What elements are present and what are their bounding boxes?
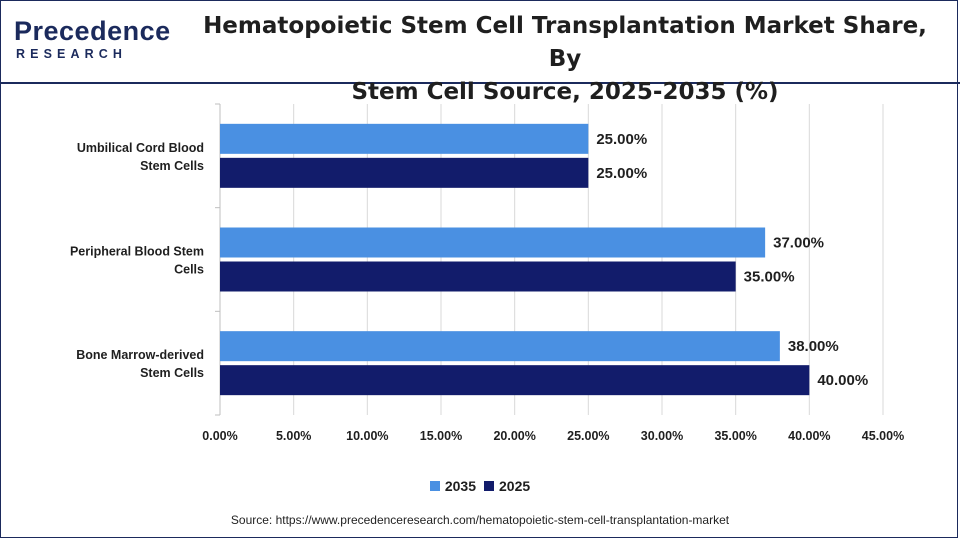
legend-swatch bbox=[484, 481, 494, 491]
legend-item-2035: 2035 bbox=[429, 478, 476, 494]
data-label: 37.00% bbox=[773, 235, 824, 252]
y-category-label-line: Peripheral Blood Stem bbox=[70, 245, 204, 259]
bar-2025 bbox=[220, 261, 736, 292]
brand-sub: RESEARCH bbox=[16, 47, 127, 61]
y-category-label: Umbilical Cord Blood Stem Cells bbox=[77, 141, 204, 173]
x-tick-label: 40.00% bbox=[788, 429, 830, 443]
x-tick-label: 10.00% bbox=[346, 429, 388, 443]
y-category-label-line: Stem Cells bbox=[140, 366, 204, 380]
chart-title-line-2: Stem Cell Source, 2025-2035 (%) bbox=[351, 79, 779, 105]
y-category-label-line: Umbilical Cord Blood bbox=[77, 141, 204, 155]
source-note: Source: https://www.precedenceresearch.c… bbox=[230, 513, 730, 527]
legend-item-2025: 2025 bbox=[484, 478, 530, 494]
bar-2025 bbox=[220, 365, 810, 396]
y-category-label-line: Cells bbox=[174, 263, 204, 277]
legend: 2035 2025 bbox=[0, 478, 960, 494]
data-label: 35.00% bbox=[744, 269, 795, 286]
brand-name-rest: recedence bbox=[32, 16, 171, 46]
x-tick-label: 5.00% bbox=[276, 429, 311, 443]
x-tick-label: 35.00% bbox=[714, 429, 756, 443]
bar-2035 bbox=[220, 123, 589, 154]
data-label: 38.00% bbox=[788, 338, 839, 355]
bar-2035 bbox=[220, 331, 780, 362]
legend-swatch bbox=[429, 481, 440, 491]
y-category-label: Bone Marrow-derived Stem Cells bbox=[76, 348, 204, 380]
chart-title-line-1: Hematopoietic Stem Cell Transplantation … bbox=[203, 13, 927, 72]
y-category-label-line: Stem Cells bbox=[140, 159, 204, 173]
x-tick-label: 45.00% bbox=[862, 429, 904, 443]
brand-name: Precedence bbox=[14, 16, 171, 47]
x-tick-label: 15.00% bbox=[420, 429, 462, 443]
brand-name-lead: P bbox=[14, 16, 33, 46]
x-tick-label: 0.00% bbox=[202, 429, 237, 443]
bar-2025 bbox=[220, 157, 589, 188]
brand-logo: Precedence RESEARCH bbox=[14, 16, 170, 66]
data-label: 25.00% bbox=[596, 165, 647, 182]
legend-label: 2035 bbox=[444, 478, 476, 494]
y-category-label: Peripheral Blood Stem Cells bbox=[70, 245, 204, 277]
bar-chart: 0.00% 5.00% 10.00% 15.00% 20.00% 25.00% 30.00%… bbox=[70, 103, 904, 443]
y-category-label-line: Bone Marrow-derived bbox=[76, 348, 204, 362]
data-label: 25.00% bbox=[596, 131, 647, 148]
bar-2035 bbox=[220, 227, 766, 258]
legend-label: 2025 bbox=[499, 478, 531, 494]
header: Precedence RESEARCH Hematopoietic Stem C… bbox=[0, 0, 960, 105]
chart-title: Hematopoietic Stem Cell Transplantation … bbox=[190, 10, 940, 109]
data-label: 40.00% bbox=[817, 372, 868, 389]
x-tick-label: 20.00% bbox=[493, 429, 535, 443]
x-tick-label: 30.00% bbox=[641, 429, 683, 443]
x-tick-label: 25.00% bbox=[567, 429, 609, 443]
